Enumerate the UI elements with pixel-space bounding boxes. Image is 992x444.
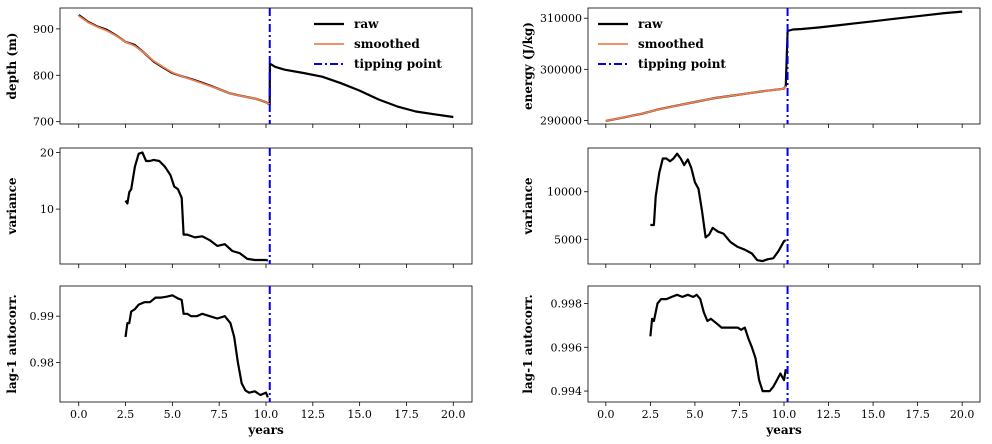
axes-frame (59, 147, 473, 265)
y-tick-label: 0.99 (30, 310, 55, 323)
x-tick-label: 7.5 (731, 408, 749, 421)
axes-frame (59, 285, 473, 403)
legend: raw smoothed tipping point (598, 17, 726, 71)
y-tick-label: 700 (33, 116, 54, 129)
legend-label: smoothed (638, 37, 704, 51)
x-tick-label: 20.0 (950, 408, 975, 421)
series-line-smoothed (605, 85, 787, 122)
y-tick-label: 20 (40, 147, 54, 160)
y-tick-label: 5000 (554, 233, 582, 246)
x-axis-label: years (247, 423, 284, 437)
y-axis-label: lag-1 autocorr. (521, 294, 535, 393)
x-tick-label: 5.0 (686, 408, 704, 421)
y-tick-label: 300000 (540, 63, 582, 76)
series-line-line (124, 151, 269, 262)
y-tick-label: 10 (40, 203, 54, 216)
y-tick-label: 10000 (547, 186, 582, 199)
panel-depth: 700 800 900 depth (m) raw smoothed tipping poi… (5, 7, 473, 129)
y-axis-label: energy (J/kg) (521, 22, 535, 110)
x-tick-label: 12.5 (816, 408, 841, 421)
panel-energy: 290000 300000 310000 energy (J/kg) raw smooth… (521, 7, 981, 128)
x-tick-label: 15.0 (861, 408, 886, 421)
y-tick-label: 0.998 (551, 298, 583, 311)
panel-autocorr-right: 0.0 2.5 5.0 7.5 10.0 12.5 15.0 17.5 20.0 0.994 0.9… (521, 285, 981, 437)
y-tick-label: 0.996 (551, 341, 583, 354)
x-tick-label: 2.5 (117, 408, 135, 421)
series-line-line (650, 152, 787, 263)
x-tick-label: 10.0 (254, 408, 279, 421)
y-axis-label: depth (m) (5, 33, 19, 100)
y-tick-label: 0.98 (30, 357, 55, 370)
axes-frame (587, 147, 981, 265)
series-line-line (649, 293, 787, 393)
x-tick-label: 0.0 (70, 408, 88, 421)
x-tick-label: 2.5 (642, 408, 660, 421)
x-tick-label: 5.0 (164, 408, 182, 421)
x-tick-label: 12.5 (301, 408, 326, 421)
axes-frame (587, 285, 981, 403)
series-line-line (124, 294, 269, 398)
legend-label: smoothed (354, 37, 420, 51)
y-tick-label: 800 (33, 69, 54, 82)
series-line-smoothed (78, 15, 271, 106)
y-axis-label: variance (5, 177, 19, 235)
legend-label: tipping point (354, 57, 442, 71)
legend-label: tipping point (638, 57, 726, 71)
x-tick-label: 15.0 (347, 408, 372, 421)
x-tick-label: 0.0 (597, 408, 615, 421)
legend: raw smoothed tipping point (314, 17, 442, 71)
x-tick-label: 7.5 (210, 408, 228, 421)
panel-autocorr-left: 0.0 2.5 5.0 7.5 10.0 12.5 15.0 17.5 20.0 0.98 0.99… (5, 285, 473, 437)
legend-label: raw (354, 17, 379, 31)
panel-variance-left: 10 20 variance (5, 147, 473, 268)
x-tick-label: 10.0 (772, 408, 797, 421)
y-axis-label: variance (521, 177, 535, 235)
x-tick-label: 17.5 (394, 408, 419, 421)
y-axis-label: lag-1 autocorr. (5, 294, 19, 393)
y-tick-label: 310000 (540, 12, 582, 25)
x-axis-label: years (765, 423, 802, 437)
panel-variance-right: 5000 10000 variance (521, 147, 981, 268)
y-tick-label: 0.994 (551, 385, 583, 398)
y-tick-label: 900 (33, 23, 54, 36)
x-tick-label: 20.0 (441, 408, 466, 421)
y-tick-label: 290000 (540, 114, 582, 127)
legend-label: raw (638, 17, 663, 31)
x-tick-label: 17.5 (905, 408, 930, 421)
